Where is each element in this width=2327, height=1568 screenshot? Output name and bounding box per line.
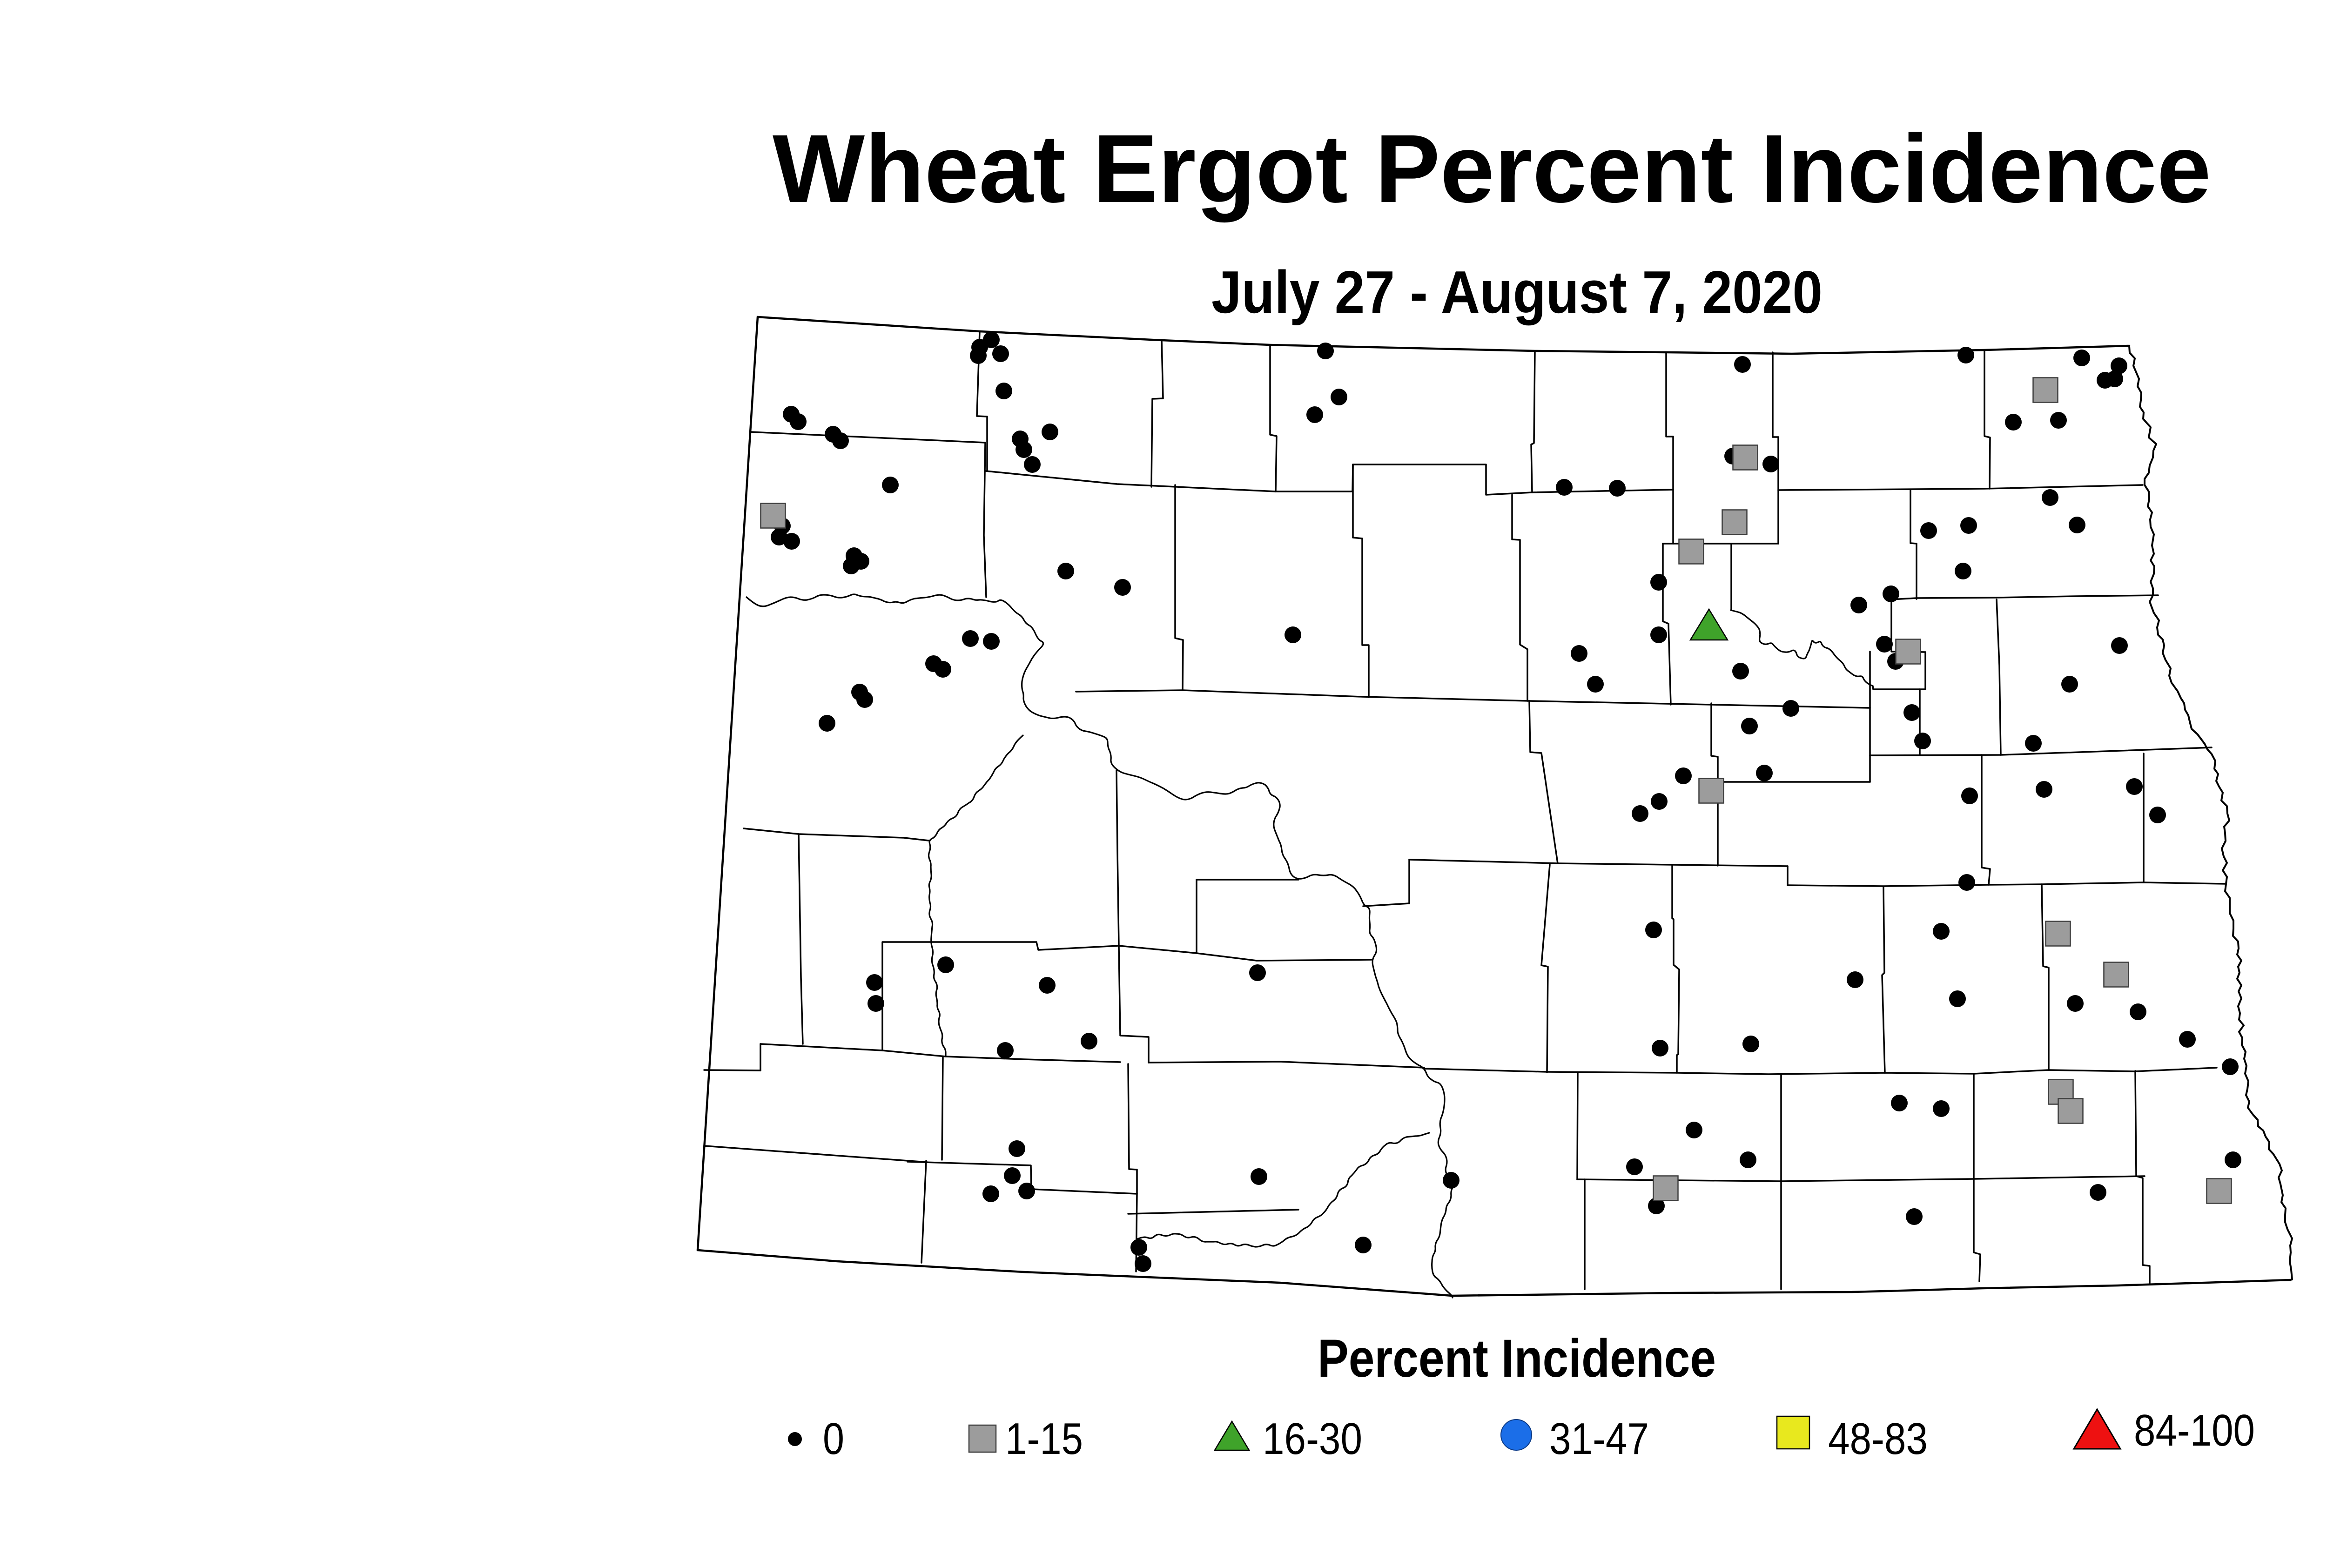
svg-text:Percent Incidence: Percent Incidence — [1318, 1329, 1716, 1388]
svg-text:July 27 - August 7, 2020: July 27 - August 7, 2020 — [1211, 259, 1823, 326]
svg-text:0: 0 — [823, 1414, 844, 1464]
svg-text:1-15: 1-15 — [1005, 1414, 1083, 1464]
svg-text:31-47: 31-47 — [1549, 1414, 1649, 1464]
svg-text:16-30: 16-30 — [1263, 1414, 1362, 1464]
svg-text:84-100: 84-100 — [2134, 1406, 2255, 1455]
svg-text:Wheat Ergot Percent Incidence: Wheat Ergot Percent Incidence — [773, 115, 2211, 223]
svg-text:48-83: 48-83 — [1828, 1414, 1928, 1464]
